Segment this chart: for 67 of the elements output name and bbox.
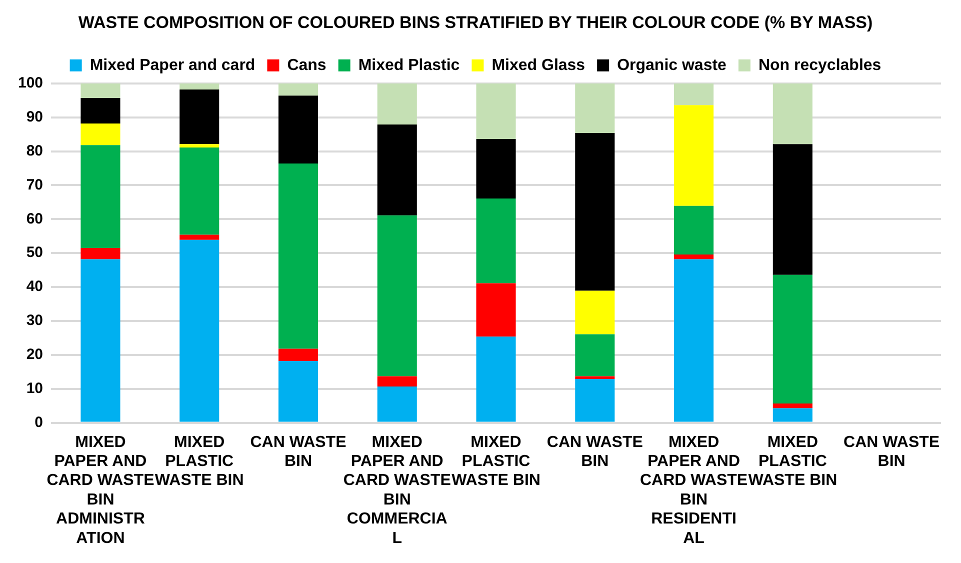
x-tick-label: CAN WASTE BIN: [844, 434, 940, 470]
bar: [476, 83, 516, 140]
x-tick-label: MIXED PLASTIC WASTE BIN: [452, 434, 540, 490]
bar: [180, 148, 220, 235]
bar: [674, 105, 714, 206]
chart-title: WASTE COMPOSITION OF COLOURED BINS STRATIFIED BY THEIR COLOUR CODE (% BY MASS): [78, 12, 873, 32]
bar: [278, 96, 318, 164]
bar: [377, 376, 417, 386]
bar: [180, 144, 220, 148]
y-tick-label: 60: [26, 210, 44, 228]
x-tick-label: MIXED PAPER AND CARD WASTE BIN ADMINISTRATION: [46, 434, 155, 547]
bar: [772, 144, 812, 275]
bar: [772, 408, 812, 422]
bar: [377, 215, 417, 376]
bar: [180, 240, 220, 422]
bar: [80, 123, 120, 146]
bar: [180, 83, 220, 90]
bar: [80, 83, 120, 98]
legend-label: Cans: [287, 56, 326, 74]
bar: [278, 164, 318, 349]
bar: [575, 334, 615, 376]
x-tick-label: MIXED PLASTIC WASTE BIN: [154, 434, 244, 490]
bar: [80, 259, 120, 422]
bar: [772, 83, 812, 144]
bar: [278, 348, 318, 362]
y-tick-label: 0: [34, 414, 44, 431]
bar: [278, 361, 318, 422]
y-tick-label: 30: [26, 312, 44, 330]
bar: [377, 386, 417, 422]
bar: [80, 145, 120, 248]
bar: [476, 283, 516, 337]
bar: [377, 83, 417, 124]
bar: [772, 274, 812, 404]
y-tick-label: 90: [26, 108, 44, 126]
y-tick-label: 40: [26, 278, 44, 296]
legend-label: Non recyclables: [758, 56, 882, 74]
bar: [674, 83, 714, 106]
legend-label: Mixed Plastic: [358, 56, 460, 74]
y-tick-label: 80: [26, 142, 44, 160]
bar: [476, 198, 516, 284]
y-tick-label: 10: [26, 380, 44, 397]
bar: [674, 259, 714, 422]
bar: [674, 206, 714, 254]
bar: [476, 336, 516, 422]
y-tick-label: 20: [26, 346, 44, 364]
x-tick-label: MIXED PLASTIC WASTE BIN: [748, 434, 838, 490]
x-tick-label: CAN WASTE BIN: [546, 434, 644, 470]
bar: [772, 403, 812, 408]
y-tick-label: 50: [26, 244, 44, 262]
bar: [476, 139, 516, 198]
y-tick-label: 100: [18, 74, 44, 92]
bar: [575, 83, 615, 133]
bar: [80, 98, 120, 124]
bar: [278, 83, 318, 96]
bar: [180, 90, 220, 144]
legend-label: Organic waste: [617, 56, 727, 74]
legend-label: Mixed Glass: [492, 56, 586, 74]
bar: [80, 248, 120, 260]
bar: [575, 376, 615, 380]
y-tick-label: 70: [26, 176, 44, 194]
legend-label: Mixed Paper and card: [90, 56, 256, 74]
bar: [575, 379, 615, 422]
bar: [575, 132, 615, 291]
bar: [575, 290, 615, 334]
bar: [377, 124, 417, 216]
bar: [674, 254, 714, 260]
bar: [180, 234, 220, 240]
